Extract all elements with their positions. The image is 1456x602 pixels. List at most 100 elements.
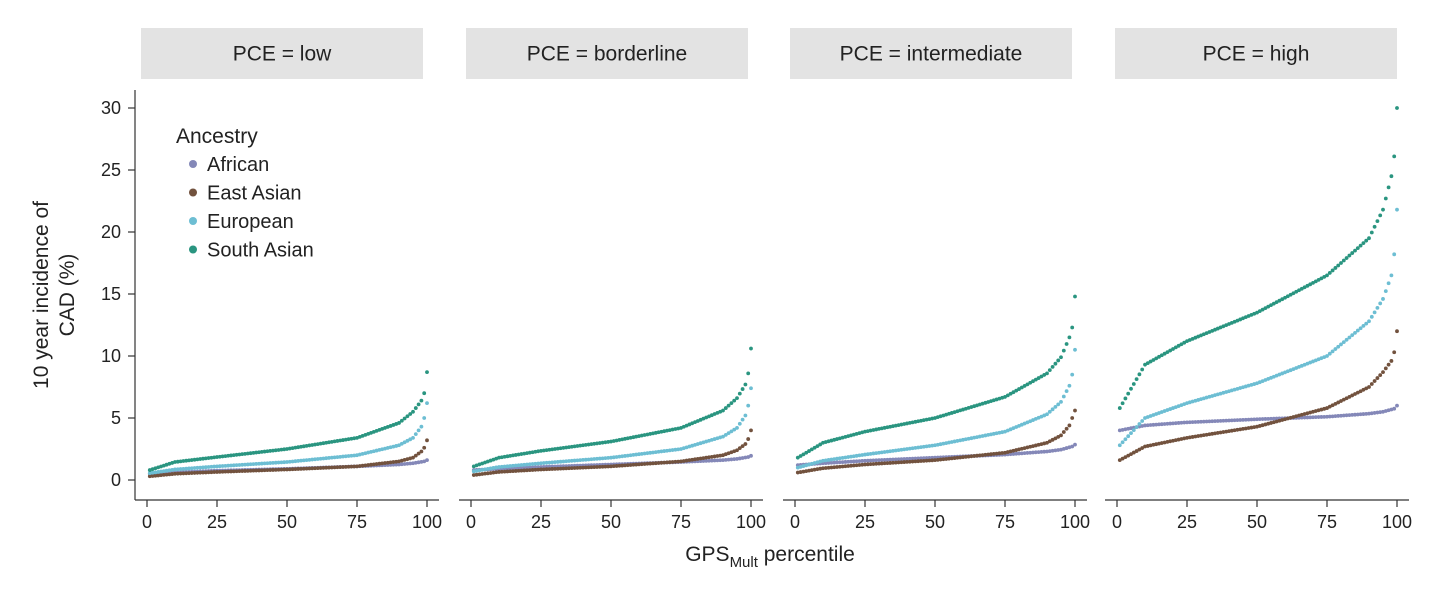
data-point: [823, 466, 828, 470]
data-point: [662, 460, 667, 465]
data-point: [723, 406, 728, 410]
data-point: [1070, 372, 1075, 377]
data-point: [240, 452, 245, 457]
data-point: [343, 454, 348, 459]
data-point: [1159, 422, 1164, 427]
data-point: [307, 466, 312, 471]
data-point: [1280, 297, 1285, 302]
data-point: [349, 453, 354, 458]
data-point: [846, 464, 851, 468]
data-point: [1333, 347, 1338, 351]
data-point: [329, 455, 334, 460]
data-point: [416, 428, 421, 433]
data-point: [1372, 224, 1377, 229]
data-point: [167, 468, 172, 473]
data-point: [955, 455, 960, 460]
data-point: [321, 456, 326, 461]
data-point: [1067, 423, 1072, 428]
data-point: [665, 460, 669, 465]
data-point: [271, 468, 275, 472]
data-point: [854, 453, 859, 458]
data-point: [550, 467, 555, 471]
data-point: [315, 442, 320, 446]
data-point: [273, 448, 278, 453]
data-point: [567, 445, 571, 450]
data-point: [1386, 281, 1391, 286]
data-point: [147, 471, 152, 476]
data-point: [809, 447, 814, 452]
data-point: [1243, 426, 1248, 431]
data-point: [1022, 384, 1027, 388]
data-point: [1381, 207, 1385, 212]
data-point: [558, 459, 563, 464]
data-point: [178, 467, 183, 471]
data-point: [561, 466, 566, 471]
data-point: [416, 451, 421, 456]
data-point: [519, 452, 524, 456]
data-point: [1000, 451, 1005, 455]
data-point: [910, 456, 915, 461]
legend-label: South Asian: [207, 240, 314, 262]
data-point: [899, 447, 904, 452]
data-point: [231, 469, 236, 474]
data-point: [383, 461, 387, 465]
data-point: [1375, 305, 1380, 310]
data-point: [494, 465, 499, 470]
data-point: [860, 459, 865, 463]
data-point: [1131, 450, 1136, 455]
data-point: [1003, 395, 1007, 399]
data-point: [508, 469, 513, 474]
data-point: [397, 462, 401, 467]
y-tick-label: 15: [101, 284, 121, 304]
data-point: [497, 455, 501, 460]
data-point: [1207, 432, 1212, 437]
data-point: [807, 468, 811, 473]
data-point: [986, 452, 991, 457]
legend-label: African: [207, 154, 269, 176]
series-south-asian: [471, 346, 753, 469]
data-point: [477, 468, 482, 473]
data-point: [522, 465, 527, 470]
data-point: [1050, 407, 1055, 412]
data-point: [879, 461, 884, 466]
y-tick-label: 20: [101, 222, 121, 242]
data-point: [1339, 261, 1343, 265]
data-point: [150, 474, 155, 478]
data-point: [231, 463, 236, 468]
data-point: [402, 416, 407, 421]
series-european: [471, 386, 753, 474]
data-point: [837, 464, 842, 469]
data-point: [997, 451, 1002, 456]
data-point: [346, 464, 351, 469]
data-point: [818, 442, 823, 447]
data-point: [357, 464, 362, 468]
data-point: [1061, 394, 1066, 399]
data-point: [603, 456, 608, 461]
data-point: [1187, 420, 1192, 425]
data-point: [561, 459, 566, 464]
data-point: [840, 464, 845, 469]
data-point: [1215, 431, 1220, 435]
x-tick-label: 100: [1060, 512, 1090, 532]
data-point: [527, 465, 532, 470]
data-point: [1274, 300, 1279, 305]
data-point: [597, 456, 602, 461]
data-point: [290, 446, 295, 451]
data-point: [1207, 419, 1212, 424]
data-point: [564, 466, 569, 471]
data-point: [329, 439, 334, 444]
data-point: [1008, 391, 1013, 396]
data-point: [366, 463, 371, 467]
data-point: [1148, 423, 1153, 427]
data-point: [1182, 420, 1187, 425]
data-point: [217, 454, 222, 459]
data-point: [617, 454, 622, 459]
data-point: [1336, 400, 1341, 405]
data-point: [863, 462, 867, 467]
data-point: [1353, 330, 1357, 335]
data-point: [673, 447, 678, 452]
data-point: [156, 470, 161, 474]
data-point: [229, 453, 233, 458]
data-point: [829, 457, 834, 462]
data-point: [1327, 404, 1332, 409]
